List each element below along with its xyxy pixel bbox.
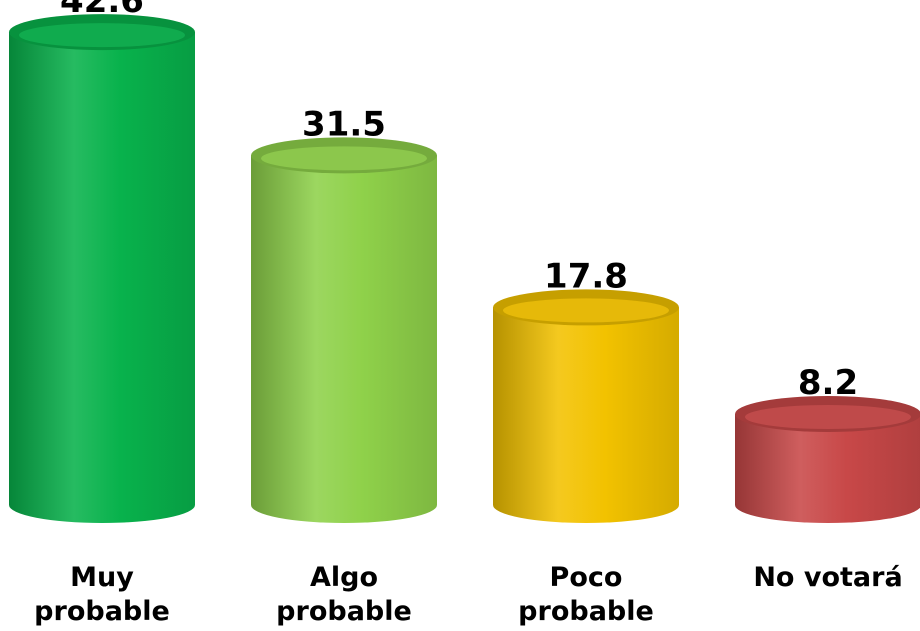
bar-top-highlight <box>745 404 911 429</box>
bar-body <box>9 32 195 523</box>
category-label: Algo probable <box>276 562 412 627</box>
value-label: 31.5 <box>302 104 386 144</box>
bar-top-highlight <box>261 146 427 171</box>
category-label-line: No votará <box>753 562 902 593</box>
bar-top-highlight <box>19 23 185 48</box>
bars-layer <box>9 14 920 523</box>
category-label: Poco probable <box>518 562 654 627</box>
bar-2 <box>493 289 679 523</box>
category-label-line: Muy <box>70 562 134 593</box>
category-label-line: probable <box>34 596 170 627</box>
category-label-line: Algo <box>310 562 378 593</box>
bar-body <box>251 155 437 523</box>
bar-3 <box>735 395 920 523</box>
value-label: 17.8 <box>544 256 628 296</box>
category-label-line: probable <box>276 596 412 627</box>
bar-top-highlight <box>503 298 669 323</box>
bar-0 <box>9 14 195 523</box>
bar-body <box>735 413 920 523</box>
category-label: No votará <box>753 562 902 593</box>
category-label-line: Poco <box>550 562 623 593</box>
category-label-line: probable <box>518 596 654 627</box>
bar-body <box>493 307 679 523</box>
category-label: Muy probable <box>34 562 170 627</box>
bar-1 <box>251 137 437 523</box>
value-label: 8.2 <box>798 363 858 403</box>
value-labels-layer: 42.6 31.5 17.8 8.2 <box>60 0 858 403</box>
value-label: 42.6 <box>60 0 144 21</box>
